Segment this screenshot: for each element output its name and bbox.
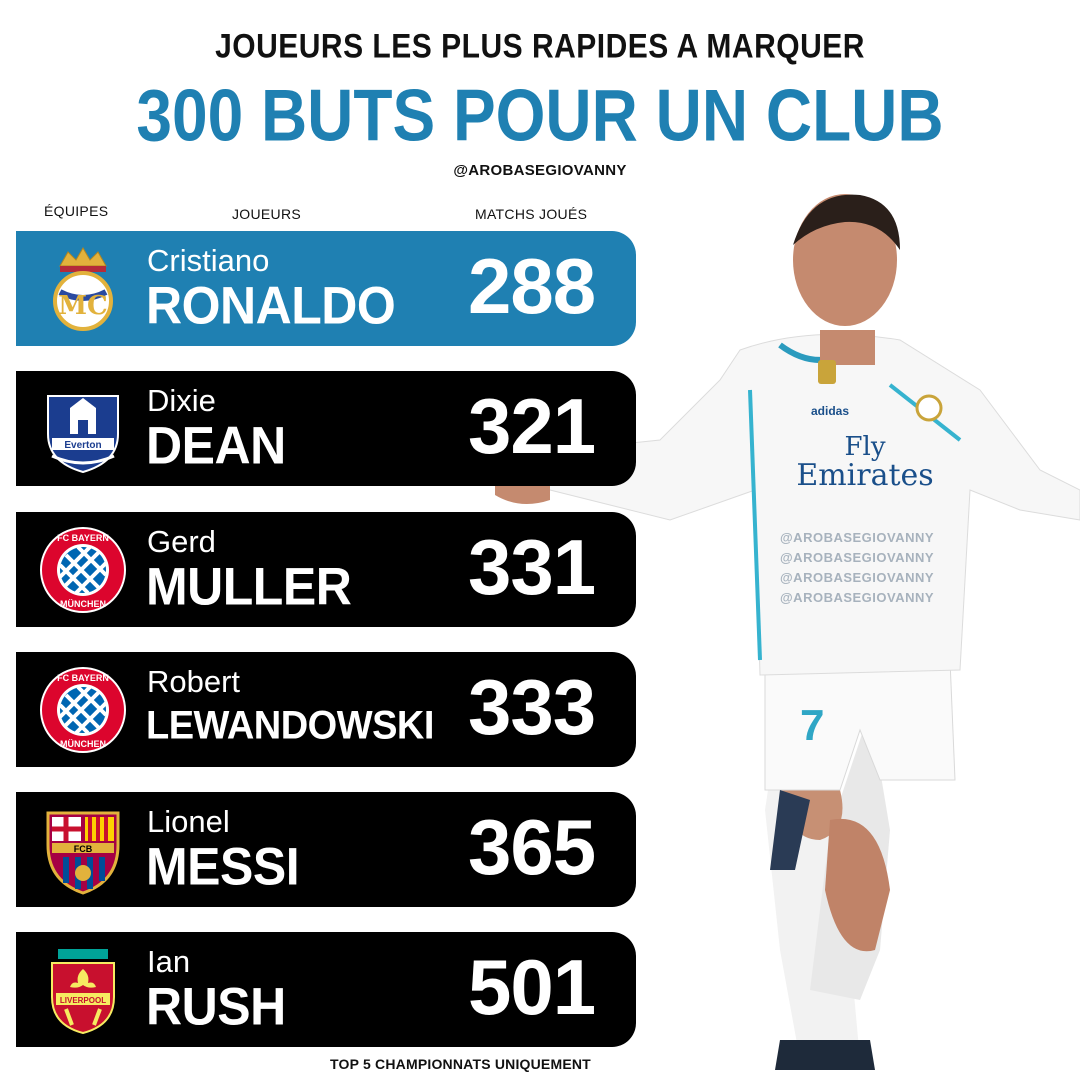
svg-text:FC BAYERN: FC BAYERN [57, 673, 109, 683]
ranking-row-lewandowski: FC BAYERN MÜNCHEN Robert LEWANDOWSKI 333 [16, 652, 636, 767]
player-first-name: Dixie [147, 383, 216, 418]
liverpool-crest-icon: LIVERPOOL [51, 949, 115, 1035]
everton-crest-icon: Everton [47, 395, 119, 474]
matches-played: 501 [468, 943, 596, 1031]
jersey-sponsor-line1: Fly [844, 432, 885, 462]
player-first-name: Cristiano [147, 243, 270, 278]
player-first-name: Robert [147, 664, 241, 699]
svg-text:MC: MC [58, 291, 107, 321]
ranking-row-rush: LIVERPOOL Ian RUSH 501 [16, 932, 636, 1047]
player-first-name: Lionel [147, 804, 230, 839]
svg-text:Everton: Everton [64, 440, 101, 451]
ranking-row-ronaldo: MC Cristiano RONALDO 288 [16, 231, 636, 346]
player-photo: 7 Fly Emirates adidas [495, 194, 1080, 1070]
matches-played: 331 [468, 523, 596, 611]
player-last-name: LEWANDOWSKI [146, 704, 434, 749]
subtitle: JOUEURS LES PLUS RAPIDES A MARQUER [215, 27, 865, 66]
player-last-name: DEAN [146, 416, 286, 475]
player-first-name: Gerd [147, 524, 216, 559]
watermark-3: @AROBASEGIOVANNY [780, 570, 935, 585]
jersey-sponsor-line2: Emirates [796, 458, 933, 493]
player-first-name: Ian [147, 944, 191, 979]
svg-text:LIVERPOOL: LIVERPOOL [60, 996, 106, 1005]
footnote: TOP 5 CHAMPIONNATS UNIQUEMENT [330, 1056, 591, 1072]
player-last-name: RUSH [146, 977, 286, 1036]
column-header-matches: MATCHS JOUÉS [475, 206, 588, 222]
watermark-2: @AROBASEGIOVANNY [780, 550, 935, 565]
watermark-4: @AROBASEGIOVANNY [780, 590, 935, 605]
matches-played: 333 [468, 663, 596, 751]
main-title: 300 BUTS POUR UN CLUB [136, 73, 944, 157]
ranking-row-muller: FC BAYERN MÜNCHEN Gerd MULLER 331 [16, 512, 636, 627]
ranking-row-messi: FCB Lionel MESSI 365 [16, 792, 636, 907]
real-madrid-crest-icon: MC [53, 247, 113, 331]
column-header-teams: ÉQUIPES [44, 203, 109, 219]
jersey-brand: adidas [811, 404, 849, 418]
barcelona-crest-icon: FCB [46, 811, 120, 895]
column-header-players: JOUEURS [232, 206, 301, 222]
bayern-crest-icon: FC BAYERN MÜNCHEN [40, 527, 126, 613]
matches-played: 365 [468, 803, 596, 891]
svg-text:FC BAYERN: FC BAYERN [57, 533, 109, 543]
author-handle: @AROBASEGIOVANNY [453, 162, 627, 179]
svg-text:MÜNCHEN: MÜNCHEN [60, 739, 106, 749]
bayern-crest-icon: FC BAYERN MÜNCHEN [40, 667, 126, 753]
svg-text:7: 7 [800, 701, 824, 750]
svg-text:MÜNCHEN: MÜNCHEN [60, 599, 106, 609]
matches-played: 288 [468, 242, 596, 330]
player-last-name: MULLER [146, 557, 352, 616]
svg-text:FCB: FCB [74, 844, 93, 854]
ranking-row-dean: Everton Dixie DEAN 321 [16, 371, 636, 486]
player-last-name: RONALDO [146, 276, 396, 335]
watermark-1: @AROBASEGIOVANNY [780, 530, 935, 545]
matches-played: 321 [468, 382, 596, 470]
player-last-name: MESSI [146, 837, 300, 896]
